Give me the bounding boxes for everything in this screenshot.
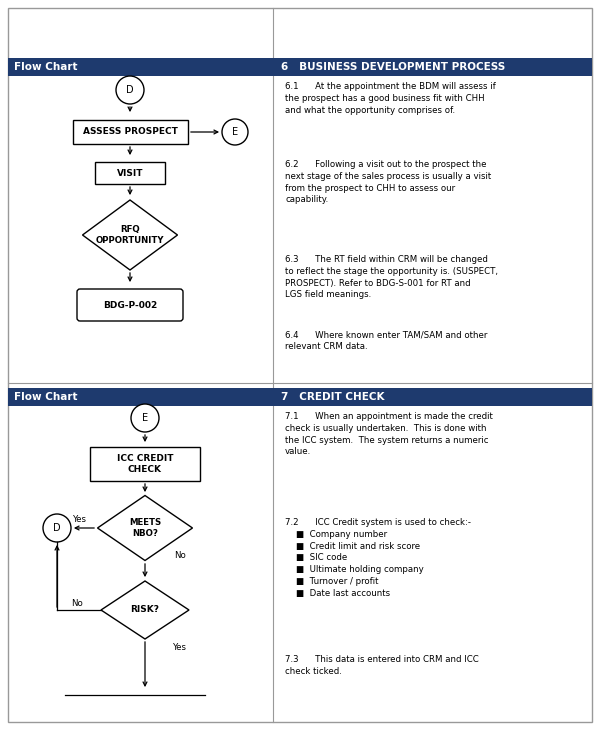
Text: ASSESS PROSPECT: ASSESS PROSPECT xyxy=(83,128,178,137)
Text: No: No xyxy=(71,599,83,609)
Text: 6.4      Where known enter TAM/SAM and other
relevant CRM data.: 6.4 Where known enter TAM/SAM and other … xyxy=(285,330,487,351)
Text: Yes: Yes xyxy=(73,515,87,524)
Polygon shape xyxy=(83,200,178,270)
Text: 7.2      ICC Credit system is used to check:-
    ■  Company number
    ■  Credi: 7.2 ICC Credit system is used to check:-… xyxy=(285,518,471,598)
Text: RISK?: RISK? xyxy=(131,605,160,615)
Text: 7   CREDIT CHECK: 7 CREDIT CHECK xyxy=(281,392,385,402)
Circle shape xyxy=(116,76,144,104)
FancyBboxPatch shape xyxy=(8,8,592,722)
FancyBboxPatch shape xyxy=(77,289,183,321)
FancyBboxPatch shape xyxy=(8,58,592,76)
Circle shape xyxy=(222,119,248,145)
Text: MEETS
NBO?: MEETS NBO? xyxy=(129,518,161,538)
Text: E: E xyxy=(142,413,148,423)
FancyBboxPatch shape xyxy=(8,388,592,406)
FancyBboxPatch shape xyxy=(73,120,187,144)
Text: D: D xyxy=(126,85,134,95)
FancyBboxPatch shape xyxy=(90,447,200,481)
Text: 6.1      At the appointment the BDM will assess if
the prospect has a good busin: 6.1 At the appointment the BDM will asse… xyxy=(285,82,496,115)
Text: 7.1      When an appointment is made the credit
check is usually undertaken.  Th: 7.1 When an appointment is made the cred… xyxy=(285,412,493,456)
FancyBboxPatch shape xyxy=(95,162,165,184)
Text: E: E xyxy=(232,127,238,137)
Text: No: No xyxy=(174,551,186,561)
Text: VISIT: VISIT xyxy=(117,169,143,177)
Text: Flow Chart: Flow Chart xyxy=(14,62,77,72)
Text: 6.2      Following a visit out to the prospect the
next stage of the sales proce: 6.2 Following a visit out to the prospec… xyxy=(285,160,491,204)
Text: RFQ
OPPORTUNITY: RFQ OPPORTUNITY xyxy=(96,226,164,245)
Text: 7.3      This data is entered into CRM and ICC
check ticked.: 7.3 This data is entered into CRM and IC… xyxy=(285,655,479,676)
Circle shape xyxy=(131,404,159,432)
Text: 6   BUSINESS DEVELOPMENT PROCESS: 6 BUSINESS DEVELOPMENT PROCESS xyxy=(281,62,505,72)
Text: D: D xyxy=(53,523,61,533)
Text: 6.3      The RT field within CRM will be changed
to reflect the stage the opport: 6.3 The RT field within CRM will be chan… xyxy=(285,255,498,299)
Text: Yes: Yes xyxy=(173,644,187,653)
Polygon shape xyxy=(97,496,193,561)
Text: BDG-P-002: BDG-P-002 xyxy=(103,301,157,310)
Text: Flow Chart: Flow Chart xyxy=(14,392,77,402)
Text: ICC CREDIT
CHECK: ICC CREDIT CHECK xyxy=(117,454,173,474)
Circle shape xyxy=(43,514,71,542)
Polygon shape xyxy=(101,581,189,639)
